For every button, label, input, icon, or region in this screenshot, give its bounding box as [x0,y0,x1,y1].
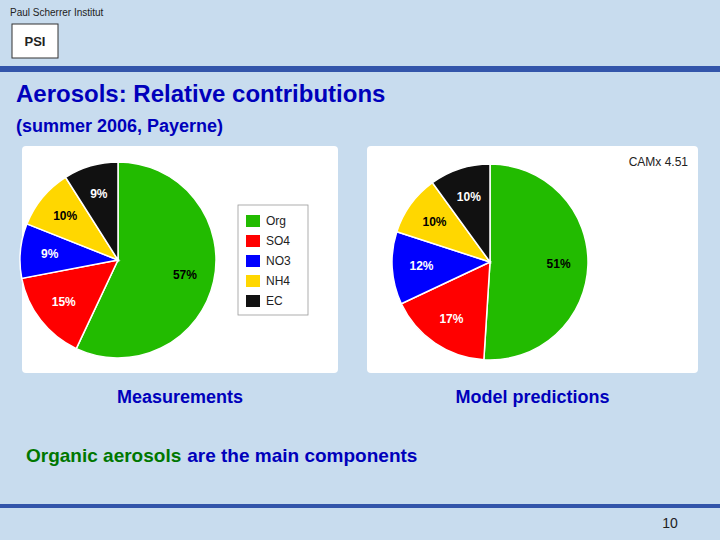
data-label: 12% [410,259,434,273]
data-label: 15% [52,295,76,309]
legend: Org SO4 NO3 NH4 EC [238,205,308,315]
legend-swatch [246,235,260,247]
legend-swatch [246,275,260,287]
title: Aerosols: Relative contributions [16,80,385,107]
separator [0,66,720,72]
pie-slice [432,164,490,262]
page-number: 10 [662,515,678,531]
data-label: 10% [422,215,446,229]
slices [392,164,588,360]
legend-entry: EC [266,294,283,308]
legend-entry: SO4 [266,234,290,248]
legend-entry: NO3 [266,254,291,268]
pie-slice [484,164,588,360]
legend-swatch [246,215,260,227]
data-label: 10% [457,190,481,204]
legend-entry: NH4 [266,274,290,288]
conclusion-highlight: Organic aerosols [26,445,181,466]
chart-title: Measurements [117,387,243,407]
chart-panel [367,146,698,373]
subtitle: (summer 2006, Payerne) [16,116,223,136]
legend-swatch [246,255,260,267]
legend-entry: Org [266,214,286,228]
data-label: 17% [439,312,463,326]
data-label: 9% [41,247,59,261]
slices [20,162,216,358]
data-labels: 57% 15% 9% 10% 9% [41,187,197,309]
legend-swatch [246,295,260,307]
chart-title: Model predictions [455,387,609,407]
model-label: CAMx 4.51 [629,155,689,169]
data-label: 57% [173,268,197,282]
data-label: 51% [547,257,571,271]
data-labels: 51% 17% 12% 10% 10% [410,190,571,326]
pie-chart: 57% 15% 9% 10% 9% Org SO4 NO3 NH4 EC [20,146,338,373]
pie-chart: 51% 17% 12% 10% 10% CAMx 4.51 [367,146,698,373]
legend-box [238,205,308,315]
conclusion: Organic aerosols are the main components [26,445,417,466]
separator [0,504,720,508]
conclusion-text: are the main components [187,445,417,466]
data-label: 9% [90,187,108,201]
logo-text: PSI [25,34,46,49]
institute-name: Paul Scherrer Institut [10,7,104,18]
slide-background [0,0,720,540]
data-label: 10% [53,209,77,223]
logo-box [12,24,58,58]
slide: Paul Scherrer Institut PSI Aerosols: Relat… [0,0,720,540]
